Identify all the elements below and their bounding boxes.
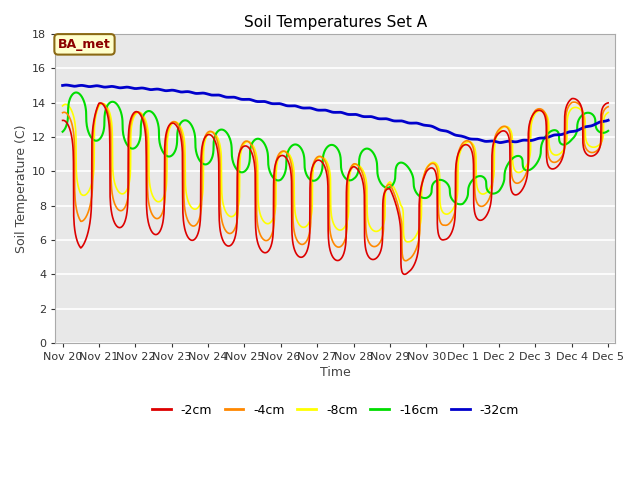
Text: BA_met: BA_met (58, 38, 111, 51)
-16cm (557, 140, 564, 146)
-4cm (494, 128, 502, 133)
-4cm (572, 99, 579, 105)
-16cm (211, 133, 219, 139)
-4cm (402, 258, 410, 264)
-16cm (59, 129, 67, 134)
-8cm (557, 151, 564, 156)
-2cm (556, 160, 564, 166)
-16cm (456, 202, 464, 207)
-32cm (604, 118, 612, 123)
-4cm (211, 132, 218, 138)
X-axis label: Time: Time (320, 366, 351, 379)
-2cm (572, 96, 579, 102)
-8cm (572, 105, 579, 110)
Line: -16cm: -16cm (63, 93, 608, 204)
-8cm (59, 103, 67, 109)
-4cm (363, 233, 371, 239)
-32cm (59, 83, 67, 88)
-4cm (570, 99, 578, 105)
-32cm (557, 132, 564, 138)
-4cm (604, 104, 612, 109)
-16cm (572, 132, 579, 138)
Line: -8cm: -8cm (63, 104, 608, 242)
-2cm (604, 100, 612, 106)
-2cm (363, 250, 371, 256)
-8cm (604, 109, 612, 115)
-32cm (62, 82, 70, 88)
-4cm (351, 161, 359, 167)
Y-axis label: Soil Temperature (C): Soil Temperature (C) (15, 124, 28, 253)
Line: -2cm: -2cm (63, 98, 608, 274)
-16cm (604, 128, 612, 134)
-16cm (351, 175, 359, 180)
-8cm (351, 162, 359, 168)
Title: Soil Temperatures Set A: Soil Temperatures Set A (244, 15, 427, 30)
-16cm (72, 90, 80, 96)
-4cm (556, 156, 564, 162)
-32cm (364, 114, 371, 120)
-8cm (404, 239, 412, 245)
-2cm (59, 118, 67, 123)
Line: -32cm: -32cm (63, 85, 608, 143)
Legend: -2cm, -4cm, -8cm, -16cm, -32cm: -2cm, -4cm, -8cm, -16cm, -32cm (147, 399, 524, 422)
-16cm (364, 146, 371, 152)
-2cm (211, 137, 218, 143)
-32cm (211, 92, 219, 98)
-32cm (494, 139, 502, 145)
-2cm (351, 164, 359, 170)
-32cm (351, 111, 359, 117)
-2cm (401, 271, 408, 277)
-8cm (99, 101, 106, 107)
Line: -4cm: -4cm (63, 102, 608, 261)
-8cm (364, 208, 371, 214)
-32cm (496, 140, 504, 145)
-2cm (494, 131, 502, 137)
-16cm (495, 189, 502, 194)
-2cm (569, 96, 577, 101)
-8cm (211, 131, 219, 136)
-32cm (572, 128, 579, 134)
-8cm (495, 130, 502, 135)
-4cm (59, 110, 67, 116)
